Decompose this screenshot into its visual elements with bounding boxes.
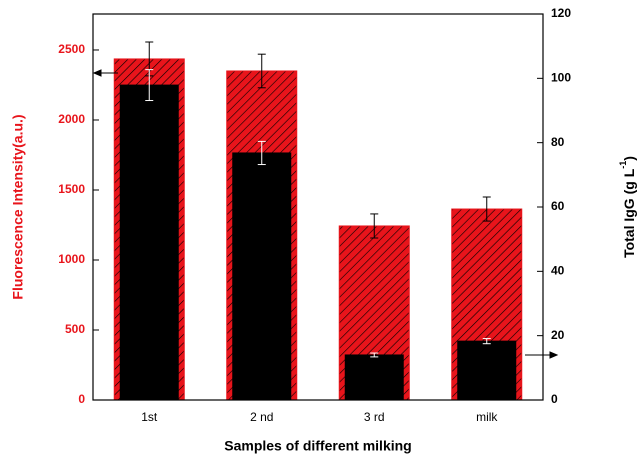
y-axis-label: Fluorescence Intensity(a.u.) [10, 114, 26, 299]
error-bar [370, 213, 379, 239]
y-tick-label: 2500 [58, 42, 85, 56]
y2-tick-label: 100 [551, 71, 571, 85]
y2-tick-label: 40 [551, 264, 565, 278]
y2-axis-label: Total IgG (g L-1) [618, 156, 636, 258]
y2-label-sup: -1 [618, 161, 628, 169]
y2-label-end: ) [621, 156, 637, 161]
y2-tick-label: 60 [551, 199, 565, 213]
y-tick-label: 2000 [58, 112, 85, 126]
y-tick-label: 0 [78, 392, 85, 406]
x-tick-label: milk [476, 410, 498, 424]
error-bar [370, 352, 379, 358]
y-tick-label: 500 [65, 322, 85, 336]
bar [457, 340, 517, 401]
x-axis-label: Samples of different milking [224, 438, 411, 454]
bar [232, 152, 292, 401]
bar [344, 354, 404, 401]
y-tick-label: 1000 [58, 252, 85, 266]
y2-label-text: Total IgG (g L [621, 168, 637, 258]
x-tick-label: 1st [141, 410, 158, 424]
error-bar [482, 196, 491, 222]
y2-tick-label: 80 [551, 135, 565, 149]
y2-tick-label: 20 [551, 328, 565, 342]
y2-tick-label: 120 [551, 6, 571, 20]
error-bar [145, 69, 154, 102]
y-tick-label: 1500 [58, 182, 85, 196]
right-arrow [525, 351, 559, 359]
error-bar [257, 53, 266, 89]
error-bar [482, 338, 491, 345]
y2-tick-label: 0 [551, 392, 558, 406]
x-tick-label: 2 nd [250, 410, 273, 424]
error-bar [257, 140, 266, 166]
left-arrow [92, 69, 118, 77]
bar [119, 84, 179, 401]
x-tick-label: 3 rd [364, 410, 385, 424]
